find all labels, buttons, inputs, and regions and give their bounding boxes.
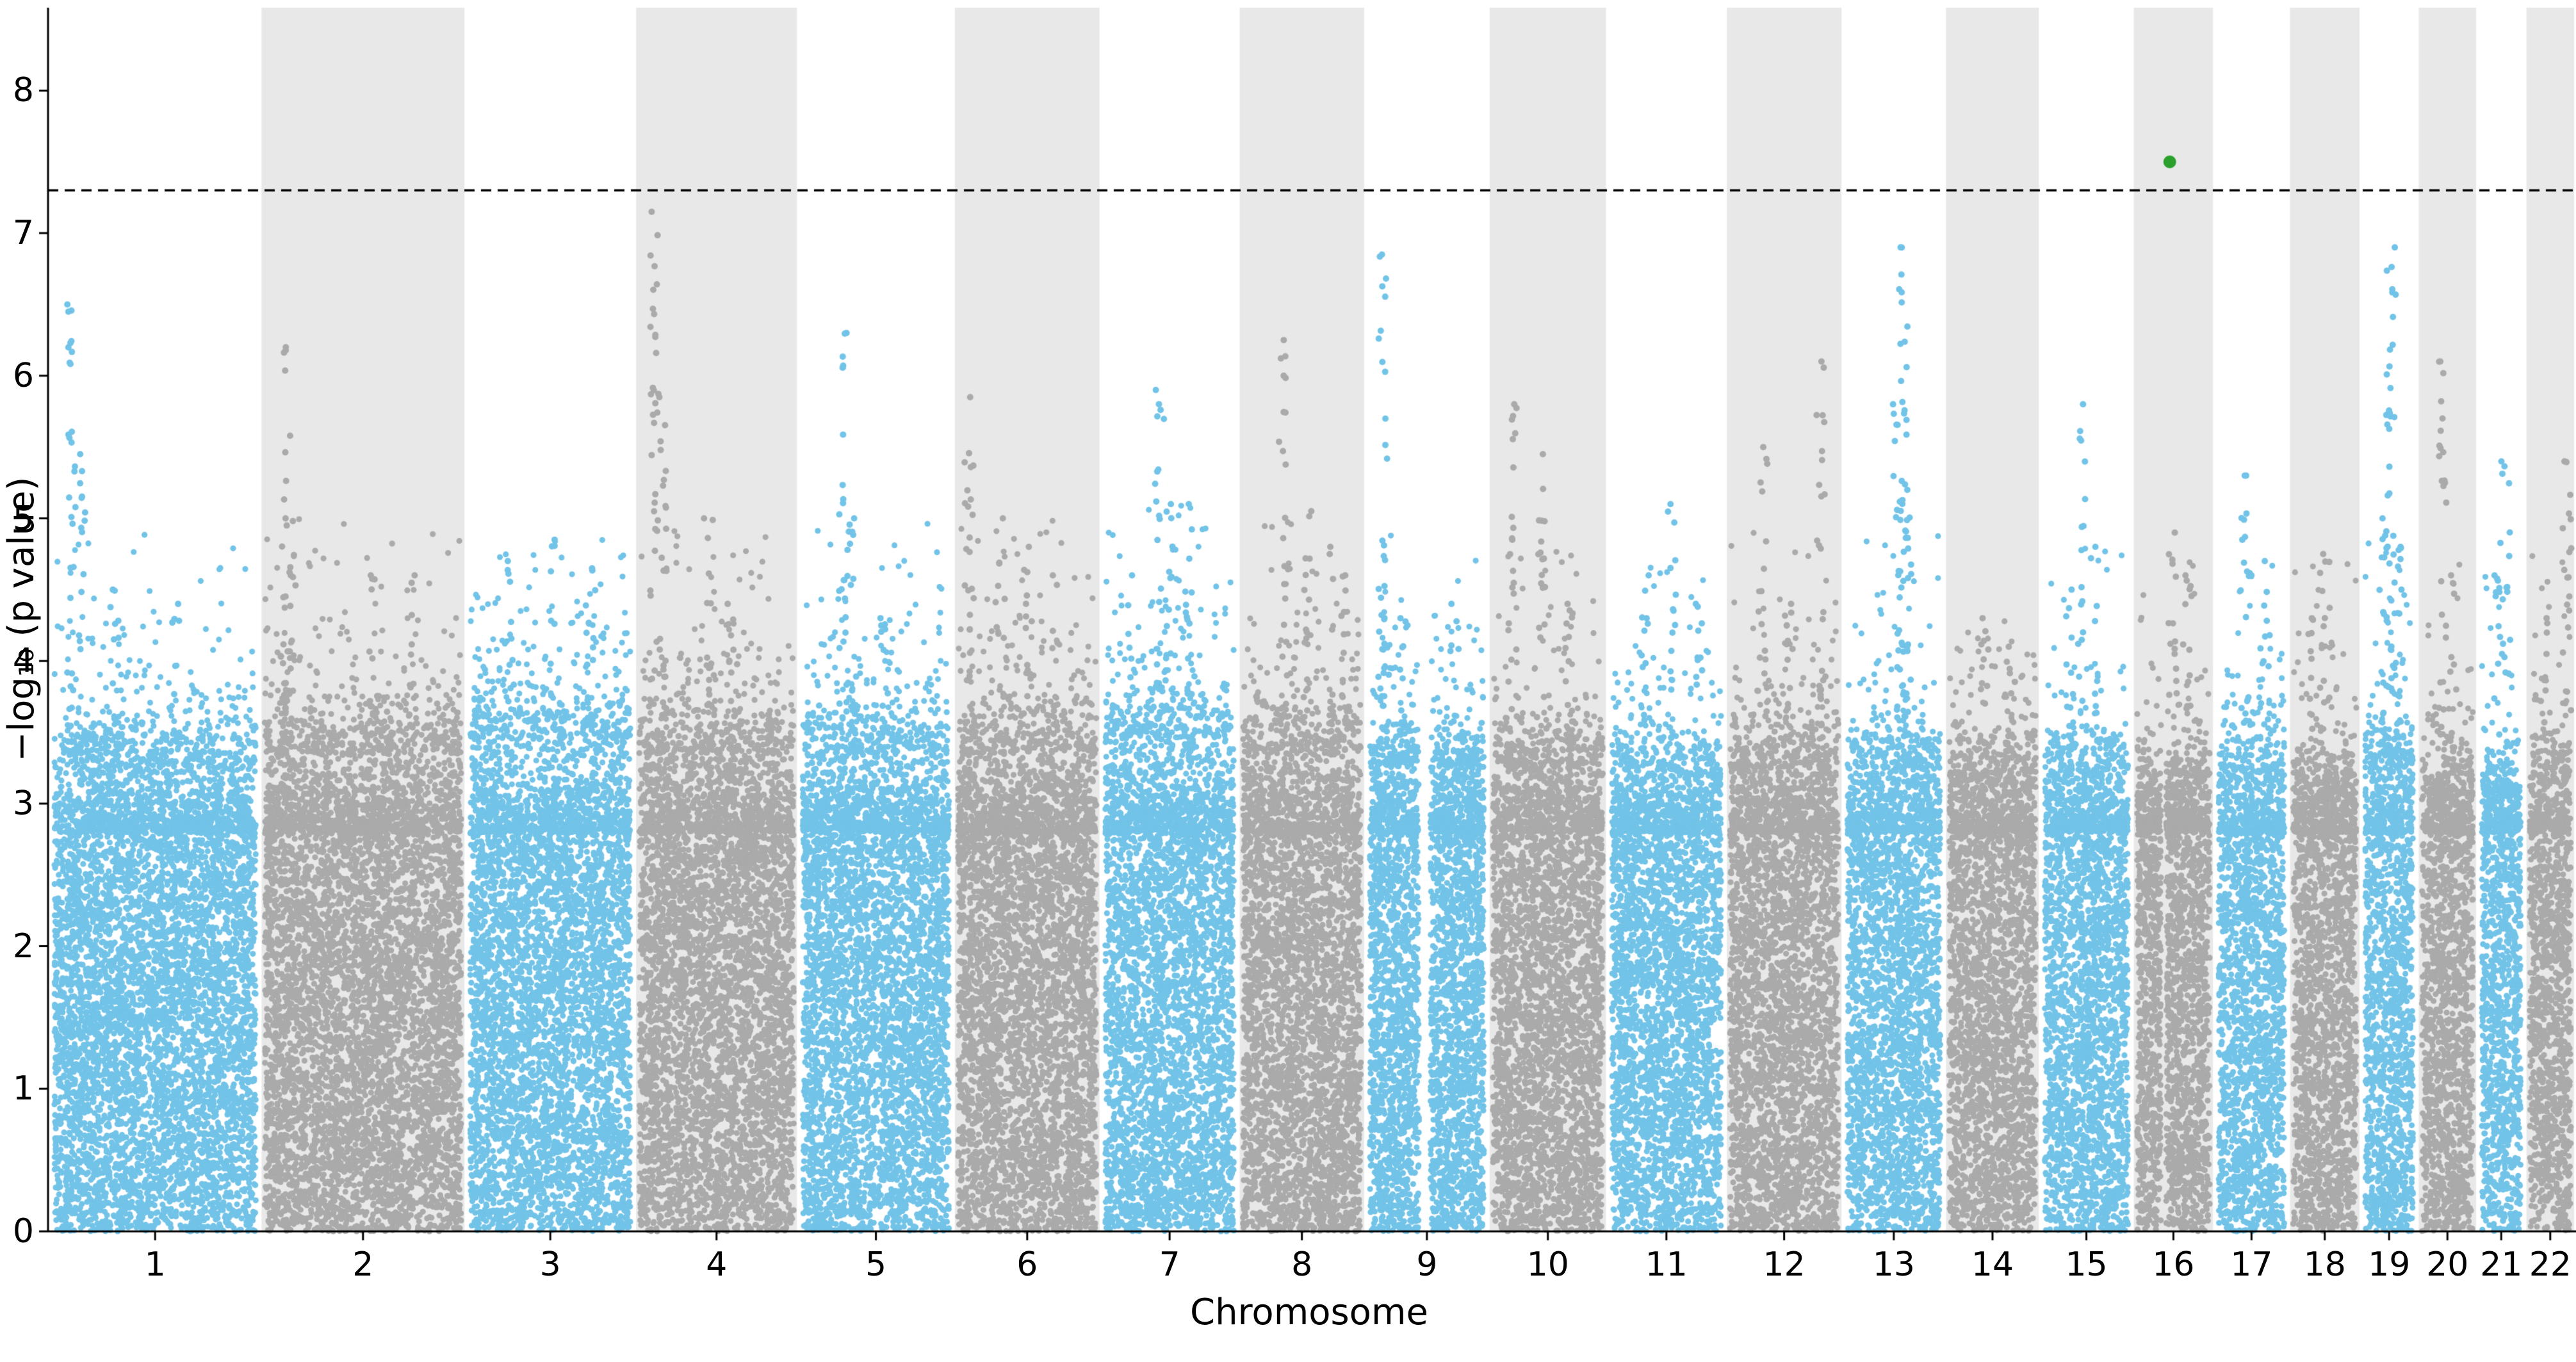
y-tick-label-0: 0: [12, 1212, 34, 1251]
x-tick-label-chr4: 4: [706, 1245, 728, 1284]
x-tick-label-chr22: 22: [2529, 1245, 2572, 1284]
y-tick-label-1: 1: [12, 1069, 34, 1108]
x-tick-label-chr10: 10: [1526, 1245, 1569, 1284]
y-tick-label-8: 8: [12, 71, 34, 110]
x-tick-label-chr19: 19: [2368, 1245, 2411, 1284]
y-tick-label-2: 2: [12, 927, 34, 966]
x-tick-label-chr12: 12: [1763, 1245, 1806, 1284]
x-tick-label-chr13: 13: [1872, 1245, 1915, 1284]
x-tick-label-chr2: 2: [352, 1245, 374, 1284]
x-tick-label-chr17: 17: [2230, 1245, 2273, 1284]
x-tick-label-chr21: 21: [2480, 1245, 2523, 1284]
x-tick-label-chr15: 15: [2065, 1245, 2108, 1284]
x-tick-label-chr20: 20: [2426, 1245, 2469, 1284]
x-tick-label-chr16: 16: [2152, 1245, 2195, 1284]
x-tick-label-chr6: 6: [1016, 1245, 1038, 1284]
x-tick-label-chr14: 14: [1971, 1245, 2014, 1284]
y-tick-label-3: 3: [12, 784, 34, 823]
y-tick-label-6: 6: [12, 356, 34, 395]
y-tick-label-5: 5: [12, 499, 34, 538]
x-tick-label-chr7: 7: [1159, 1245, 1180, 1284]
y-axis-label: −log₁₀ (p value): [1, 476, 42, 762]
x-tick-label-chr8: 8: [1291, 1245, 1313, 1284]
x-axis-label: Chromosome: [1190, 1292, 1428, 1333]
x-tick-label-chr18: 18: [2303, 1245, 2346, 1284]
x-tick-label-chr1: 1: [144, 1245, 166, 1284]
x-tick-label-chr3: 3: [539, 1245, 561, 1284]
x-tick-label-chr5: 5: [865, 1245, 887, 1284]
x-tick-label-chr11: 11: [1645, 1245, 1688, 1284]
x-tick-label-chr9: 9: [1416, 1245, 1438, 1284]
y-tick-label-7: 7: [12, 214, 34, 253]
y-tick-label-4: 4: [12, 642, 34, 681]
